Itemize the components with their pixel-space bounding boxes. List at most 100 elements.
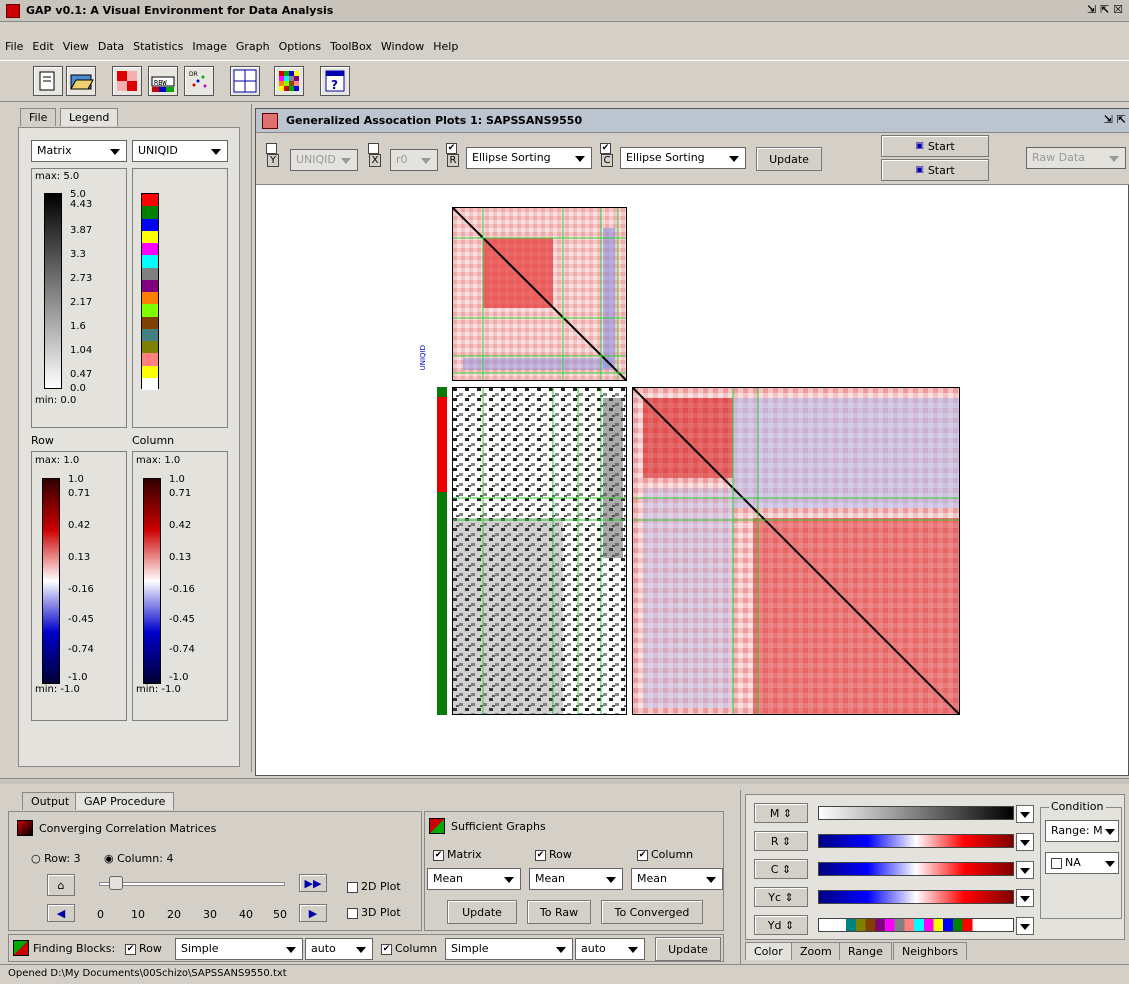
column-correlation-plot[interactable] <box>452 207 627 381</box>
menu-graph[interactable]: Graph <box>235 39 270 53</box>
fb-update-button[interactable]: Update <box>655 937 721 961</box>
start-col-button[interactable]: ▣ Start <box>881 159 989 181</box>
gap-uniqid-select[interactable]: UNIQID <box>290 149 358 171</box>
c-color-gradient[interactable] <box>818 862 1014 876</box>
fb-column-checkbox[interactable]: ✔ Column <box>381 942 438 955</box>
grid-arrange-icon[interactable] <box>230 66 260 96</box>
yd-color-swatches[interactable] <box>818 918 1014 932</box>
r0-select[interactable]: r0 <box>390 149 438 171</box>
tab-legend[interactable]: Legend <box>60 108 119 126</box>
tab-neighbors[interactable]: Neighbors <box>893 942 967 960</box>
condition-group: Condition Range: M NA <box>1040 800 1122 919</box>
iteration-slider[interactable] <box>99 882 285 886</box>
matrix-plot-icon[interactable] <box>112 66 142 96</box>
column-radio[interactable]: ◉ Column: 4 <box>104 852 174 865</box>
row-mean-select[interactable]: Mean <box>529 868 623 890</box>
row-correlation-plot[interactable] <box>632 387 960 715</box>
to-converged-button[interactable]: To Converged <box>601 900 703 924</box>
menu-edit[interactable]: Edit <box>32 39 54 53</box>
color-palette-icon[interactable] <box>274 66 304 96</box>
x-checkbox[interactable] <box>368 143 379 154</box>
menu-window[interactable]: Window <box>380 39 425 53</box>
start-row-button[interactable]: ▣ Start <box>881 135 989 157</box>
plot-2d-checkbox[interactable]: 2D Plot <box>347 880 401 893</box>
row-radio[interactable]: ○ Row: 3 <box>31 852 81 865</box>
raw-data-select[interactable]: Raw Data <box>1026 147 1126 169</box>
tab-gap-procedure[interactable]: GAP Procedure <box>75 792 175 810</box>
yc-color-dropdown[interactable] <box>1016 889 1034 907</box>
yc-color-button[interactable]: Yc ⇕ <box>754 887 808 907</box>
yd-color-button[interactable]: Yd ⇕ <box>754 915 808 935</box>
matrix-checkbox[interactable]: ✔ Matrix <box>433 848 482 861</box>
fb-row-method-select[interactable]: Simple <box>175 938 303 960</box>
step-back-icon[interactable]: ◀ <box>47 904 75 922</box>
tab-file[interactable]: File <box>20 108 57 126</box>
reset-icon[interactable]: ⌂ <box>47 874 75 896</box>
row-checkbox[interactable]: ✔ Row <box>535 848 572 861</box>
menu-data[interactable]: Data <box>97 39 125 53</box>
y-checkbox[interactable] <box>266 143 277 154</box>
menu-options[interactable]: Options <box>278 39 322 53</box>
fb-row-auto-select[interactable]: auto <box>305 938 373 960</box>
yc-color-gradient[interactable] <box>818 890 1014 904</box>
column-mean-select[interactable]: Mean <box>631 868 723 890</box>
na-select[interactable]: NA <box>1045 852 1119 874</box>
col-sort-select[interactable]: Ellipse Sorting <box>620 147 746 169</box>
fb-col-method-select[interactable]: Simple <box>445 938 573 960</box>
menu-statistics[interactable]: Statistics <box>133 39 184 53</box>
rbw-color-icon[interactable]: RBW <box>148 66 178 96</box>
horizontal-splitter[interactable] <box>0 778 1129 784</box>
tab-output[interactable]: Output <box>22 792 79 810</box>
slider-thumb[interactable] <box>109 876 123 890</box>
x-toggle[interactable]: X <box>368 143 382 167</box>
gap-window-controls-icon[interactable]: ⇲ ⇱ <box>1103 113 1126 126</box>
c-color-button[interactable]: C ⇕ <box>754 859 808 879</box>
range-select[interactable]: Range: M <box>1045 820 1119 842</box>
row-sort-select[interactable]: Ellipse Sorting <box>466 147 592 169</box>
scatter-plot-icon[interactable]: DR <box>184 66 214 96</box>
r-toggle[interactable]: ✔ R <box>446 143 460 167</box>
m-color-dropdown[interactable] <box>1016 805 1034 823</box>
y-toggle[interactable]: Y <box>266 143 280 167</box>
uniqid-select[interactable]: UNIQID <box>132 140 228 162</box>
gap-update-button[interactable]: Update <box>756 147 822 171</box>
row-mean-value: Mean <box>535 872 565 885</box>
open-file-icon[interactable] <box>33 66 63 96</box>
matrix-select[interactable]: Matrix <box>31 140 127 162</box>
app-icon <box>6 3 20 18</box>
menu-help[interactable]: Help <box>433 39 459 53</box>
c-toggle[interactable]: ✔ C <box>600 143 614 167</box>
tab-range[interactable]: Range <box>839 942 892 960</box>
menu-view[interactable]: View <box>62 39 89 53</box>
tab-color[interactable]: Color <box>745 942 792 960</box>
sufficient-update-button[interactable]: Update <box>447 900 517 924</box>
r-color-button[interactable]: R ⇕ <box>754 831 808 851</box>
raw-data-plot[interactable] <box>452 387 627 715</box>
fb-col-auto-select[interactable]: auto <box>575 938 645 960</box>
menu-file[interactable]: File <box>5 39 24 53</box>
column-max-label: max: 1.0 <box>136 455 181 466</box>
column-checkbox[interactable]: ✔ Column <box>637 848 694 861</box>
fast-forward-icon[interactable]: ▶▶ <box>299 874 327 892</box>
yd-color-dropdown[interactable] <box>1016 917 1034 935</box>
tab-zoom[interactable]: Zoom <box>791 942 841 960</box>
m-color-button[interactable]: M ⇕ <box>754 803 808 823</box>
window-controls-icon[interactable]: ⇲ ⇱ ☒ <box>1087 3 1123 16</box>
menu-image[interactable]: Image <box>192 39 227 53</box>
open-folder-icon[interactable] <box>66 66 96 96</box>
matrix-mean-select[interactable]: Mean <box>427 868 521 890</box>
step-forward-icon[interactable]: ▶ <box>299 904 327 922</box>
fb-row-checkbox[interactable]: ✔ Row <box>125 942 162 955</box>
r-color-gradient[interactable] <box>818 834 1014 848</box>
to-raw-button[interactable]: To Raw <box>527 900 591 924</box>
yc-color-label: Yc <box>768 890 782 904</box>
help-icon[interactable]: ? <box>320 66 350 96</box>
uniqid-color-swatch <box>142 341 158 354</box>
plot-3d-checkbox[interactable]: 3D Plot <box>347 906 401 919</box>
menu-toolbox[interactable]: ToolBox <box>330 39 372 53</box>
m-color-gradient[interactable] <box>818 806 1014 820</box>
c-color-dropdown[interactable] <box>1016 861 1034 879</box>
c-checkbox[interactable]: ✔ <box>600 143 611 154</box>
r-checkbox[interactable]: ✔ <box>446 143 457 154</box>
r-color-dropdown[interactable] <box>1016 833 1034 851</box>
